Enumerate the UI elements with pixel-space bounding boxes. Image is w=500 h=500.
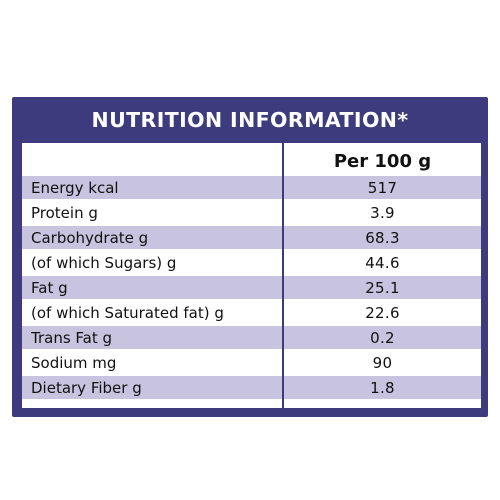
nutrient-value: 22.6 [284, 301, 481, 324]
column-divider [282, 143, 284, 408]
nutrient-label: Sodium mg [22, 351, 284, 374]
nutrient-label: Fat g [22, 276, 284, 299]
nutrient-value: 68.3 [284, 226, 481, 249]
nutrient-label: Dietary Fiber g [22, 376, 284, 399]
nutrient-label: Energy kcal [22, 176, 284, 199]
table-row: Dietary Fiber g 1.8 [22, 376, 481, 399]
nutrient-value: 44.6 [284, 251, 481, 274]
nutrient-value: 1.8 [284, 376, 481, 399]
nutrient-label: Carbohydrate g [22, 226, 284, 249]
table-row: Protein g 3.9 [22, 201, 481, 224]
table-row: Sodium mg 90 [22, 351, 481, 374]
nutrition-table: Per 100 g Energy kcal 517 Protein g 3.9 … [22, 143, 481, 408]
header-blank-cell [22, 143, 284, 175]
nutrient-label: Trans Fat g [22, 326, 284, 349]
nutrient-value: 3.9 [284, 201, 481, 224]
nutrition-title: NUTRITION INFORMATION* [91, 108, 409, 132]
nutrient-label: (of which Sugars) g [22, 251, 284, 274]
nutrient-value: 0.2 [284, 326, 481, 349]
table-row: (of which Sugars) g 44.6 [22, 251, 481, 274]
table-row: Energy kcal 517 [22, 176, 481, 199]
table-row: Fat g 25.1 [22, 276, 481, 299]
nutrient-value: 517 [284, 176, 481, 199]
nutrient-label: Protein g [22, 201, 284, 224]
nutrition-panel: NUTRITION INFORMATION* Per 100 g Energy … [12, 97, 488, 417]
nutrient-label: (of which Saturated fat) g [22, 301, 284, 324]
table-row: (of which Saturated fat) g 22.6 [22, 301, 481, 324]
header-row: Per 100 g [22, 143, 481, 175]
nutrient-value: 90 [284, 351, 481, 374]
column-header-per-100g: Per 100 g [333, 150, 432, 172]
table-row: Trans Fat g 0.2 [22, 326, 481, 349]
nutrient-value: 25.1 [284, 276, 481, 299]
table-row: Carbohydrate g 68.3 [22, 226, 481, 249]
